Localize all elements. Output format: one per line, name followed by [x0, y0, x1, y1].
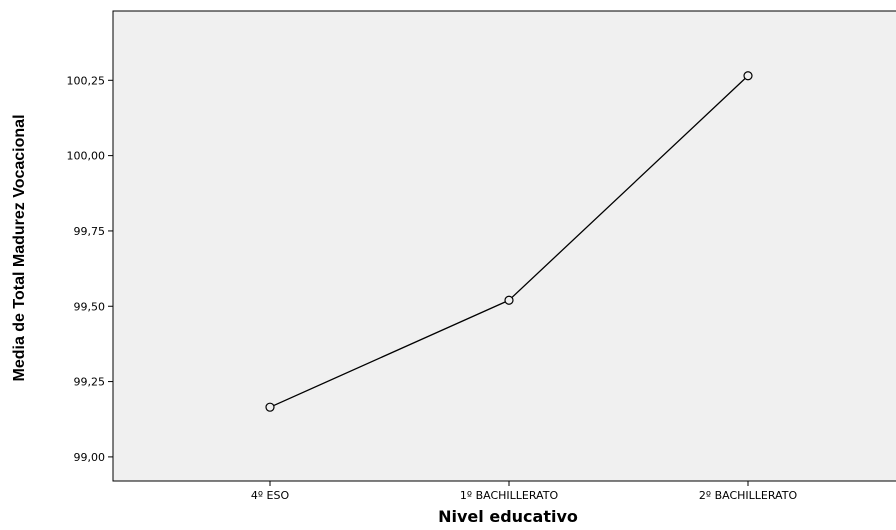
- plot-area: [112, 10, 896, 482]
- y-tick-label: 99,75: [74, 225, 106, 238]
- x-tick-label: 2º BACHILLERATO: [699, 489, 798, 502]
- x-tick-label: 1º BACHILLERATO: [460, 489, 559, 502]
- y-axis: 99,00 99,25 99,50 99,75 100,00 100,25: [67, 74, 113, 464]
- y-tick-label: 99,50: [74, 300, 106, 313]
- x-axis-title: Nivel educativo: [438, 507, 578, 525]
- y-tick-label: 99,25: [74, 376, 106, 389]
- data-point: [265, 402, 275, 412]
- y-axis-title: Media de Total Madurez Vocacional: [11, 114, 28, 381]
- data-point: [504, 295, 514, 305]
- y-tick-label: 100,00: [67, 150, 106, 163]
- y-tick-label: 100,25: [67, 74, 106, 87]
- series-group: [265, 71, 753, 412]
- y-tick-label: 99,00: [74, 451, 106, 464]
- x-tick-label: 4º ESO: [251, 489, 290, 502]
- data-point: [743, 71, 753, 81]
- x-axis: 4º ESO 1º BACHILLERATO 2º BACHILLERATO: [251, 481, 798, 502]
